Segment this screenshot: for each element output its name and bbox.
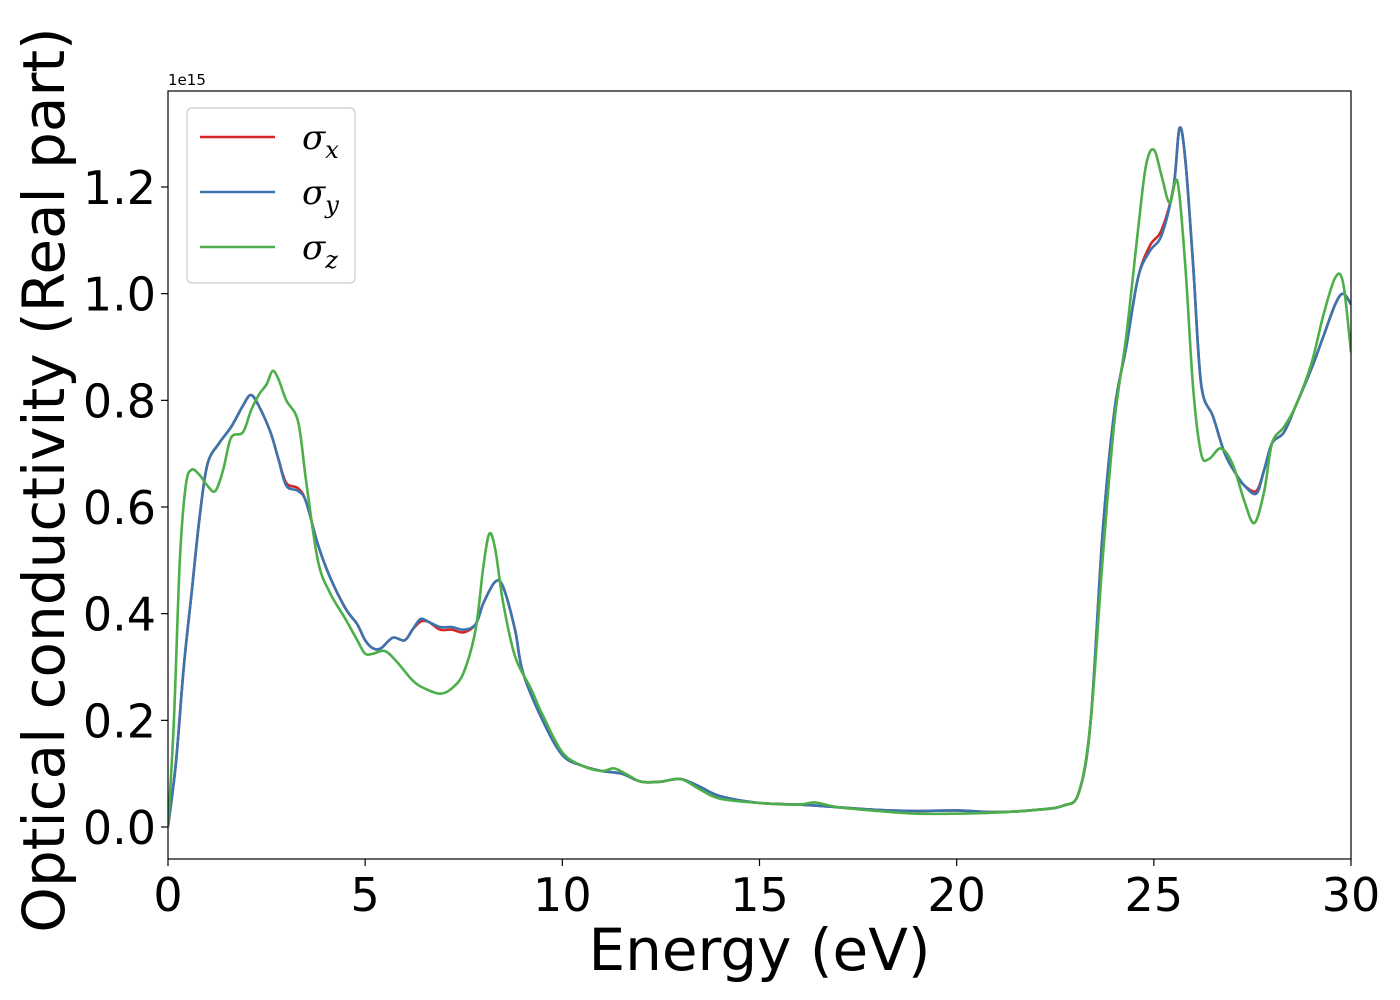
legend-label: σy	[302, 173, 339, 219]
x-axis-ticks: 0 5 10 15 20 25 30	[153, 859, 1380, 922]
x-tick-label: 20	[927, 868, 986, 922]
y-tick-label: 0.8	[83, 374, 156, 428]
x-tick-label: 25	[1125, 868, 1184, 922]
y-tick-label: 0.0	[83, 801, 156, 855]
y-tick-label: 0.6	[83, 481, 156, 535]
x-tick-label: 15	[730, 868, 789, 922]
y-tick-label: 0.2	[83, 694, 156, 748]
y-axis-ticks: 0.0 0.2 0.4 0.6 0.8 1.0 1.2	[83, 161, 168, 855]
plot-lines	[168, 126, 1351, 828]
y-tick-label: 0.4	[83, 588, 156, 642]
y-tick-label: 1.2	[83, 161, 156, 215]
legend: σx σy σz	[186, 107, 356, 284]
x-axis-label: Energy (eV)	[588, 916, 930, 984]
legend-box	[186, 107, 356, 284]
x-tick-label: 10	[533, 868, 592, 922]
y-axis-label: Optical conductivity (Real part)	[10, 27, 78, 932]
y-tick-label: 1.0	[83, 268, 156, 322]
x-tick-label: 0	[153, 868, 182, 922]
y-offset-text: 1e15	[168, 71, 206, 89]
series-line-z	[168, 148, 1351, 828]
x-tick-label: 30	[1322, 868, 1381, 922]
legend-label: σx	[302, 118, 339, 164]
legend-label: σz	[302, 228, 338, 274]
x-tick-label: 5	[351, 868, 380, 922]
